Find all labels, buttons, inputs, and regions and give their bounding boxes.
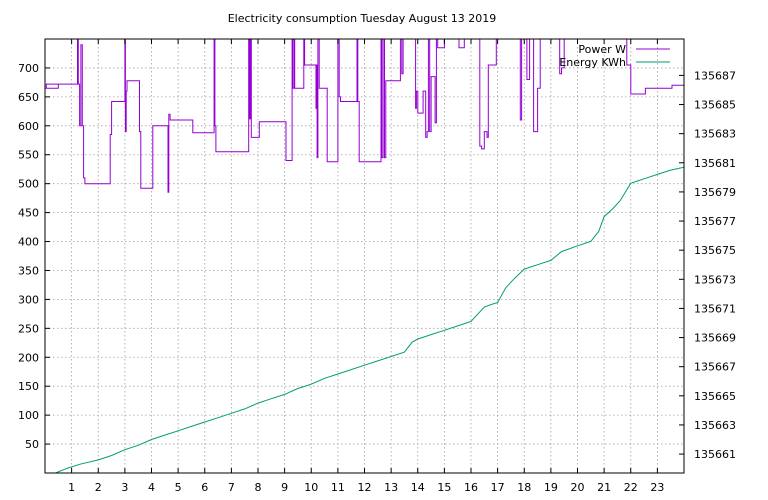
y2-tick-label: 135685 (694, 99, 736, 112)
y-tick-label: 150 (18, 380, 39, 393)
x-tick-label: 3 (121, 481, 128, 494)
y-tick-label: 650 (18, 91, 39, 104)
x-tick-label: 9 (281, 481, 288, 494)
y2-tick-label: 135681 (694, 157, 736, 170)
y-axis-right: 135661 135663 135665 135667 135669 135671 1356… (679, 69, 736, 461)
x-tick-label: 23 (650, 481, 664, 494)
x-tick-label: 13 (384, 481, 398, 494)
y2-tick-label: 135679 (694, 186, 736, 199)
x-tick-label: 7 (228, 481, 235, 494)
x-tick-label: 10 (304, 481, 318, 494)
series-line-power-w (45, 39, 684, 193)
x-tick-label: 8 (255, 481, 262, 494)
y-tick-label: 50 (25, 438, 39, 451)
x-tick-label: 20 (571, 481, 585, 494)
y2-tick-label: 135661 (694, 448, 736, 461)
series-line-energy-kwh (55, 166, 684, 473)
y2-tick-label: 135687 (694, 69, 736, 82)
y-tick-label: 300 (18, 293, 39, 306)
y-tick-label: 500 (18, 178, 39, 191)
x-tick-label: 19 (544, 481, 558, 494)
chart-grid (45, 39, 684, 473)
y-tick-label: 250 (18, 322, 39, 335)
x-tick-label: 21 (597, 481, 611, 494)
y2-tick-label: 135667 (694, 361, 736, 374)
x-axis: 1 2 3 4 5 6 7 8 9 10 11 12 13 14 15 16 17 18 19 20 21 22 23 (68, 39, 664, 494)
x-tick-label: 16 (464, 481, 478, 494)
x-tick-label: 11 (331, 481, 345, 494)
y2-tick-label: 135663 (694, 419, 736, 432)
y-tick-label: 550 (18, 149, 39, 162)
y2-tick-label: 135683 (694, 128, 736, 141)
x-tick-label: 17 (491, 481, 505, 494)
chart-title: Electricity consumption Tuesday August 1… (228, 12, 497, 25)
y2-tick-label: 135673 (694, 273, 736, 286)
y-tick-label: 600 (18, 120, 39, 133)
x-tick-label: 5 (175, 481, 182, 494)
y-tick-label: 450 (18, 207, 39, 220)
x-tick-label: 6 (201, 481, 208, 494)
x-tick-label: 22 (624, 481, 638, 494)
legend-label-power-w: Power W (578, 43, 626, 56)
y2-tick-label: 135665 (694, 390, 736, 403)
x-tick-label: 2 (95, 481, 102, 494)
x-tick-label: 1 (68, 481, 75, 494)
legend-label-energy-kwh: Energy KWh (559, 56, 626, 69)
y-tick-label: 700 (18, 62, 39, 75)
x-tick-label: 15 (437, 481, 451, 494)
x-tick-label: 14 (411, 481, 425, 494)
x-tick-label: 18 (517, 481, 531, 494)
y-tick-label: 400 (18, 236, 39, 249)
y2-tick-label: 135677 (694, 215, 736, 228)
series-layer (45, 39, 684, 473)
y2-tick-label: 135671 (694, 302, 736, 315)
y-tick-label: 100 (18, 409, 39, 422)
y2-tick-label: 135669 (694, 332, 736, 345)
y-tick-label: 200 (18, 351, 39, 364)
y-axis-left: 50 100 150 200 250 300 350 400 450 500 550 600 650 70… (18, 62, 50, 451)
x-tick-label: 12 (358, 481, 372, 494)
x-tick-label: 4 (148, 481, 155, 494)
y-tick-label: 350 (18, 264, 39, 277)
y2-tick-label: 135675 (694, 244, 736, 257)
